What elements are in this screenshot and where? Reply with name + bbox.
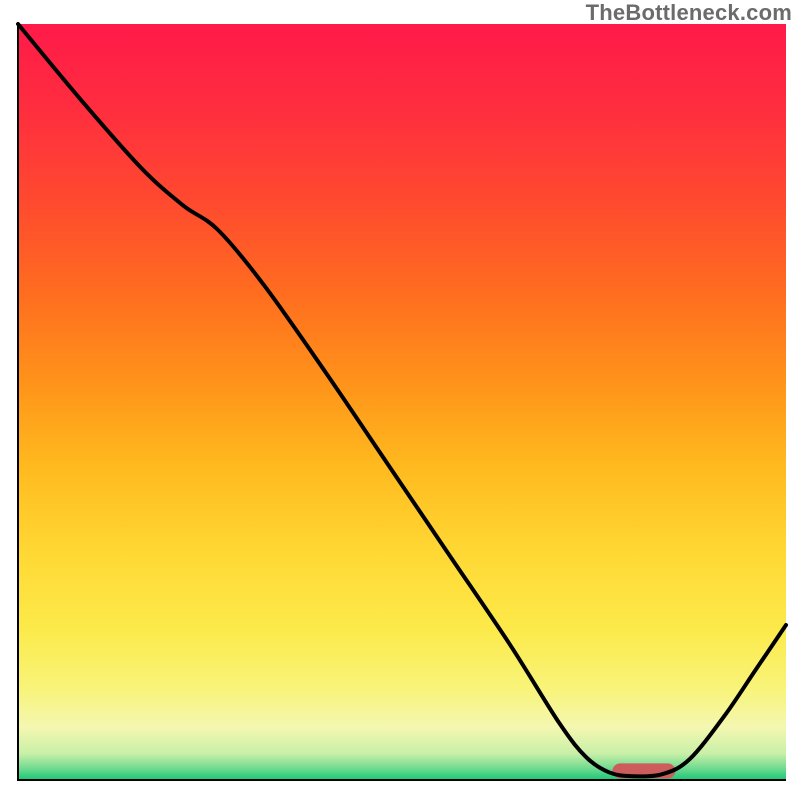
watermark-text: TheBottleneck.com — [586, 0, 792, 26]
gradient-background — [18, 24, 786, 780]
gradient-chart — [0, 0, 800, 800]
chart-root: TheBottleneck.com — [0, 0, 800, 800]
